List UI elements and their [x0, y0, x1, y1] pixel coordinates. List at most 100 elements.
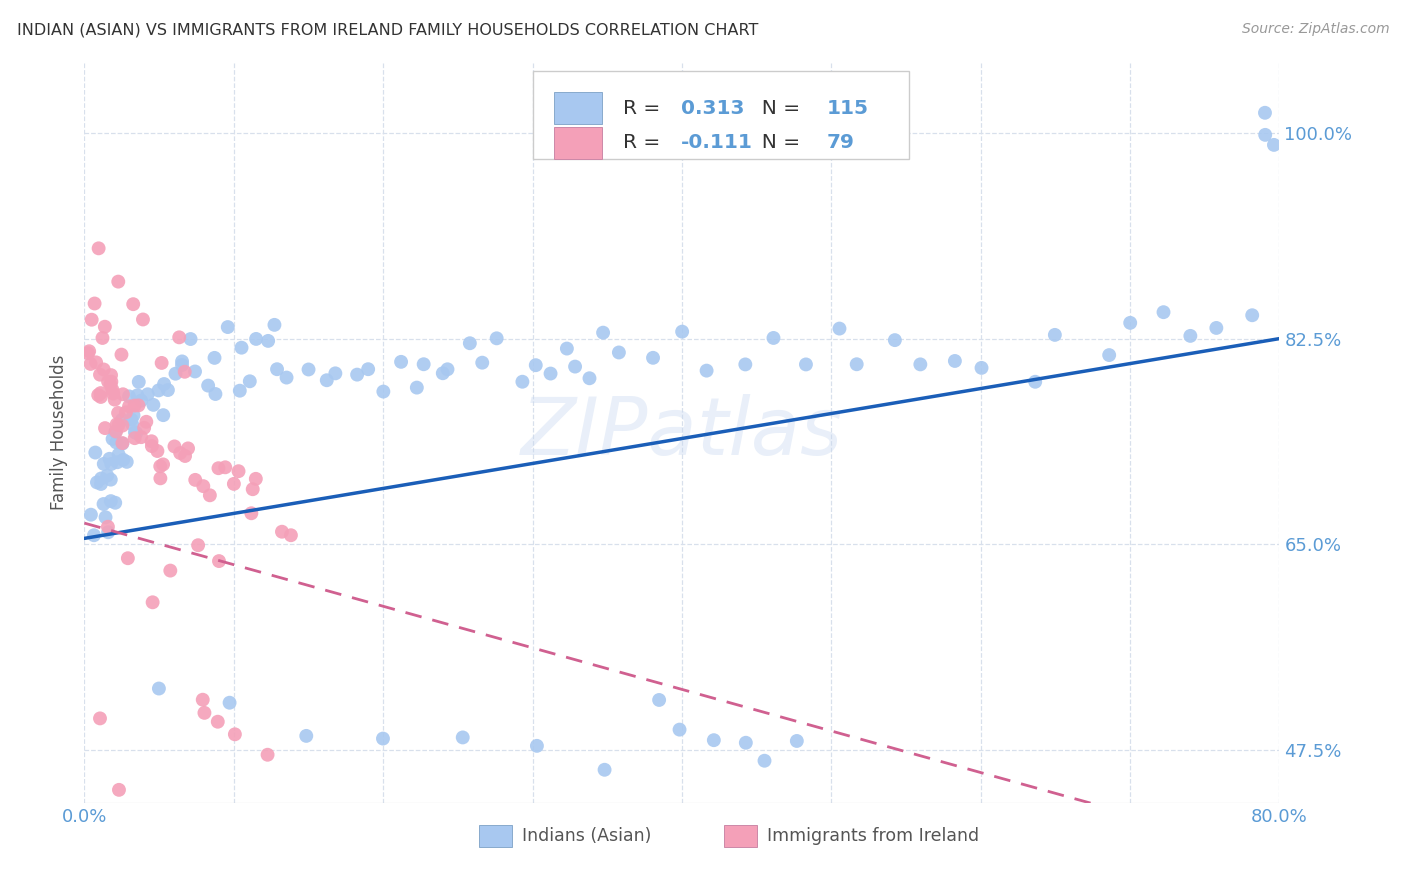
- Point: [794, 358, 817, 372]
- Point: [224, 727, 246, 741]
- Point: [149, 471, 172, 485]
- Point: [132, 312, 155, 326]
- Point: [80, 508, 103, 522]
- Text: 115: 115: [827, 98, 869, 118]
- Point: [1241, 308, 1264, 322]
- Point: [734, 736, 756, 750]
- Point: [193, 706, 215, 720]
- Point: [592, 326, 614, 340]
- Point: [187, 538, 209, 552]
- Text: Source: ZipAtlas.com: Source: ZipAtlas.com: [1241, 22, 1389, 37]
- Point: [458, 336, 481, 351]
- Point: [165, 367, 187, 381]
- Point: [90, 471, 112, 485]
- Point: [127, 399, 149, 413]
- Point: [163, 439, 186, 453]
- Point: [118, 389, 141, 403]
- Point: [240, 506, 263, 520]
- Point: [696, 364, 718, 378]
- Point: [103, 386, 125, 401]
- Point: [256, 747, 278, 762]
- Point: [173, 365, 195, 379]
- Point: [943, 354, 966, 368]
- Text: 79: 79: [827, 134, 855, 153]
- Point: [100, 494, 122, 508]
- Point: [148, 384, 170, 398]
- Point: [105, 455, 128, 469]
- Point: [607, 345, 630, 359]
- Point: [786, 734, 808, 748]
- Point: [94, 510, 117, 524]
- Point: [108, 782, 131, 797]
- Point: [87, 241, 110, 255]
- Point: [104, 496, 127, 510]
- Point: [668, 723, 690, 737]
- Point: [883, 333, 905, 347]
- Point: [762, 331, 785, 345]
- Point: [207, 714, 229, 729]
- Point: [100, 368, 122, 383]
- Point: [266, 362, 288, 376]
- Point: [111, 436, 134, 450]
- Point: [239, 374, 262, 388]
- Point: [754, 754, 776, 768]
- Point: [325, 367, 347, 381]
- Point: [115, 455, 138, 469]
- Point: [93, 362, 115, 376]
- Point: [153, 377, 176, 392]
- Point: [111, 387, 134, 401]
- Point: [218, 696, 240, 710]
- Point: [146, 444, 169, 458]
- Point: [122, 409, 145, 423]
- Point: [436, 362, 458, 376]
- Point: [122, 297, 145, 311]
- Point: [207, 461, 229, 475]
- Point: [121, 412, 143, 426]
- Text: 0.313: 0.313: [681, 98, 744, 118]
- Point: [127, 388, 149, 402]
- Bar: [554, 92, 602, 124]
- Point: [1119, 316, 1142, 330]
- Point: [98, 451, 121, 466]
- Point: [79, 357, 101, 371]
- Point: [242, 482, 264, 496]
- Point: [271, 524, 294, 539]
- Point: [84, 355, 107, 369]
- Point: [648, 693, 671, 707]
- Point: [970, 360, 993, 375]
- Point: [405, 381, 427, 395]
- Point: [149, 459, 172, 474]
- Point: [129, 393, 152, 408]
- Bar: [724, 825, 758, 847]
- Point: [245, 332, 267, 346]
- Point: [671, 325, 693, 339]
- Point: [93, 457, 115, 471]
- Point: [184, 473, 207, 487]
- Point: [141, 439, 163, 453]
- Point: [141, 434, 163, 449]
- Point: [93, 497, 115, 511]
- Point: [101, 383, 124, 397]
- Point: [170, 358, 193, 372]
- Point: [129, 430, 152, 444]
- Point: [276, 370, 298, 384]
- Point: [159, 564, 181, 578]
- Point: [1024, 375, 1046, 389]
- Bar: [554, 127, 602, 160]
- Point: [471, 356, 494, 370]
- Point: [90, 386, 112, 401]
- Text: Immigrants from Ireland: Immigrants from Ireland: [766, 827, 979, 845]
- Point: [540, 367, 562, 381]
- Point: [89, 711, 111, 725]
- Point: [174, 449, 197, 463]
- Point: [90, 390, 112, 404]
- Point: [111, 436, 134, 450]
- Point: [97, 520, 120, 534]
- Point: [90, 477, 112, 491]
- Point: [125, 425, 148, 440]
- Point: [245, 472, 267, 486]
- Point: [828, 321, 851, 335]
- Text: ZIPatlas: ZIPatlas: [520, 393, 844, 472]
- Point: [208, 554, 231, 568]
- Text: -0.111: -0.111: [681, 134, 752, 153]
